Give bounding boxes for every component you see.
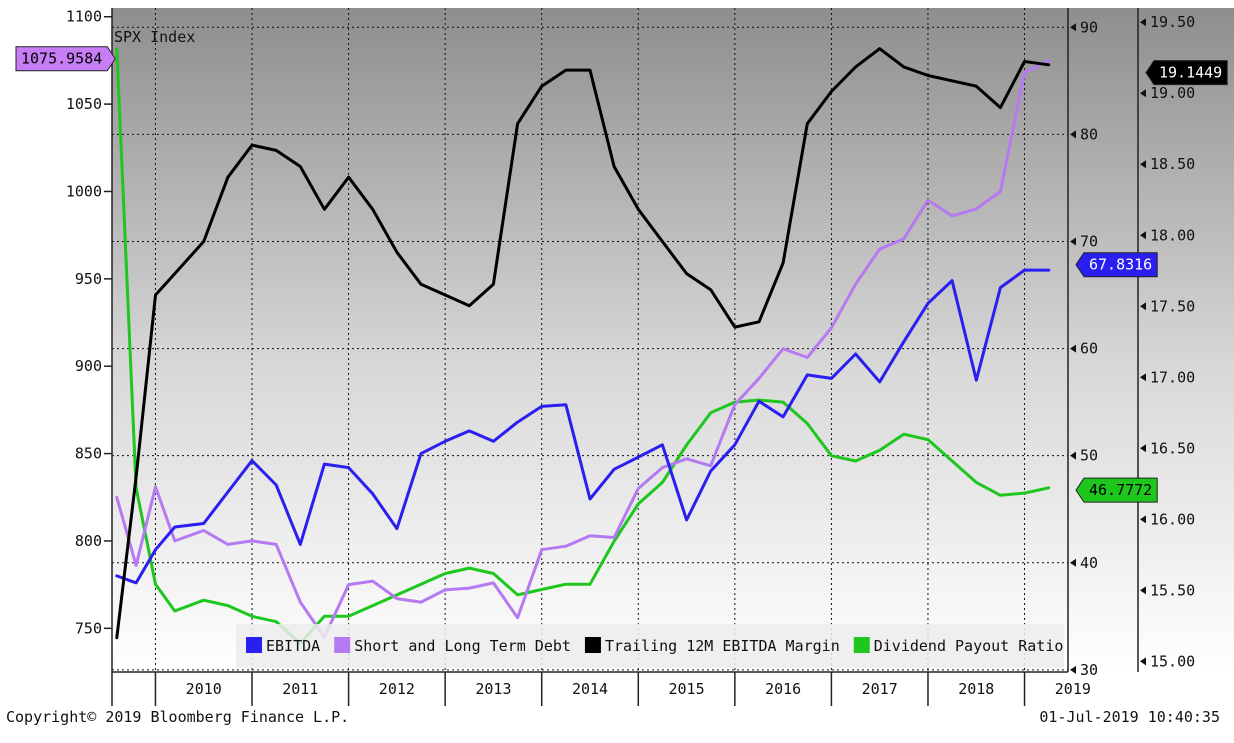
value-tag-box bbox=[15, 46, 116, 72]
right2-tick-arrow bbox=[1140, 302, 1146, 311]
legend-label: Trailing 12M EBITDA Margin bbox=[605, 637, 840, 655]
value-tag-box bbox=[1075, 477, 1158, 503]
series-line-ebitda bbox=[115, 268, 1051, 585]
right2-tick-arrow bbox=[1140, 18, 1146, 27]
value-tag-box bbox=[1075, 252, 1158, 278]
x-tick-label: 2017 bbox=[862, 680, 898, 698]
right2-tick-label: 17.00 bbox=[1150, 368, 1195, 386]
gridlines bbox=[112, 8, 1068, 672]
right2-tick-arrow bbox=[1140, 657, 1146, 666]
right1-tick-arrow bbox=[1070, 665, 1076, 674]
right2-tick-arrow bbox=[1140, 444, 1146, 453]
right-axis-panel-1 bbox=[1068, 8, 1138, 672]
left-axis-ticks: 750 800 850 900 950 1000 1050 1100 bbox=[66, 8, 112, 637]
right2-tick-label: 19.50 bbox=[1150, 13, 1195, 31]
legend-box bbox=[236, 624, 1064, 668]
value-tag-box bbox=[1145, 60, 1228, 86]
right2-tick-label: 15.00 bbox=[1150, 652, 1195, 670]
copyright-text: Copyright© 2019 Bloomberg Finance L.P. bbox=[6, 708, 350, 726]
x-tick-label: 2016 bbox=[765, 680, 801, 698]
right-axis-1-ticks: 30 40 50 60 70 80 90 bbox=[1070, 18, 1098, 679]
plot-area bbox=[112, 8, 1068, 672]
left-tick-label: 1000 bbox=[66, 182, 102, 200]
legend: EBITDA Short and Long Term Debt Trailing 1… bbox=[246, 637, 1063, 655]
x-tick-label: 2012 bbox=[379, 680, 415, 698]
value-tag-label: 19.1449 bbox=[1159, 64, 1222, 82]
left-tick-label: 900 bbox=[75, 357, 102, 375]
right1-tick-arrow bbox=[1070, 451, 1076, 460]
right2-tick-arrow bbox=[1140, 89, 1146, 98]
left-tick-label: 850 bbox=[75, 445, 102, 463]
legend-swatch bbox=[584, 637, 601, 653]
right2-tick-arrow bbox=[1140, 160, 1146, 169]
left-tick-label: 750 bbox=[75, 619, 102, 637]
right2-tick-label: 17.50 bbox=[1150, 297, 1195, 315]
right2-tick-label: 15.50 bbox=[1150, 581, 1195, 599]
right1-tick-label: 80 bbox=[1080, 125, 1098, 143]
legend-swatch bbox=[853, 637, 870, 653]
right1-tick-label: 50 bbox=[1080, 447, 1098, 465]
left-tick-label: 1050 bbox=[66, 95, 102, 113]
right2-tick-label: 18.00 bbox=[1150, 226, 1195, 244]
legend-label: Short and Long Term Debt bbox=[354, 637, 571, 655]
legend-label: Dividend Payout Ratio bbox=[874, 637, 1064, 655]
legend-swatch bbox=[334, 637, 351, 653]
right2-tick-label: 19.00 bbox=[1150, 84, 1195, 102]
x-tick-label: 2019 bbox=[1055, 680, 1091, 698]
right2-tick-arrow bbox=[1140, 515, 1146, 524]
legend-label: EBITDA bbox=[266, 637, 320, 655]
right2-tick-label: 16.00 bbox=[1150, 510, 1195, 528]
right1-tick-label: 60 bbox=[1080, 340, 1098, 358]
left-tick-label: 800 bbox=[75, 532, 102, 550]
series-lines bbox=[115, 47, 1051, 645]
right2-tick-label: 16.50 bbox=[1150, 439, 1195, 457]
left-tick-label: 950 bbox=[75, 270, 102, 288]
right2-tick-label: 18.50 bbox=[1150, 155, 1195, 173]
right1-tick-label: 40 bbox=[1080, 554, 1098, 572]
value-tag-label: 67.8316 bbox=[1089, 256, 1152, 274]
right1-tick-arrow bbox=[1070, 558, 1076, 567]
x-tick-label: 2010 bbox=[186, 680, 222, 698]
left-tick-label: 1100 bbox=[66, 8, 102, 26]
x-tick-label: 2011 bbox=[282, 680, 318, 698]
series-line-trailing-12m-ebitda-margin bbox=[115, 47, 1051, 640]
right1-tick-label: 90 bbox=[1080, 18, 1098, 36]
right-axis-2-ticks: 15.00 15.50 16.00 16.50 17.00 17.50 18.00 18.50… bbox=[1140, 13, 1195, 670]
x-tick-label: 2018 bbox=[958, 680, 994, 698]
right2-tick-arrow bbox=[1140, 373, 1146, 382]
legend-swatch bbox=[246, 637, 262, 653]
right1-tick-label: 30 bbox=[1080, 661, 1098, 679]
timestamp-text: 01-Jul-2019 10:40:35 bbox=[1039, 708, 1220, 726]
right1-tick-arrow bbox=[1070, 237, 1076, 246]
right-axis-panel-2 bbox=[1138, 8, 1234, 672]
value-annotations: 1075.9584 19.1449 67.8316 46.7772 bbox=[15, 46, 1228, 503]
right1-tick-arrow bbox=[1070, 344, 1076, 353]
right1-tick-arrow bbox=[1070, 23, 1076, 32]
x-tick-label: 2014 bbox=[572, 680, 608, 698]
right1-tick-label: 70 bbox=[1080, 232, 1098, 250]
value-tag-label: 1075.9584 bbox=[21, 50, 102, 68]
x-axis-ticks: 2010 2011 2012 2013 2014 2015 2016 2017 2018 2019 bbox=[154, 672, 1091, 706]
chart-title: SPX Index bbox=[114, 28, 195, 46]
x-tick-label: 2013 bbox=[475, 680, 511, 698]
value-tag-label: 46.7772 bbox=[1089, 481, 1152, 499]
series-line-dividend-payout-ratio bbox=[115, 47, 1051, 645]
x-tick-label: 2015 bbox=[669, 680, 705, 698]
right2-tick-arrow bbox=[1140, 586, 1146, 595]
right2-tick-arrow bbox=[1140, 231, 1146, 240]
series-line-short-and-long-term-debt bbox=[115, 58, 1051, 639]
right1-tick-arrow bbox=[1070, 130, 1076, 139]
